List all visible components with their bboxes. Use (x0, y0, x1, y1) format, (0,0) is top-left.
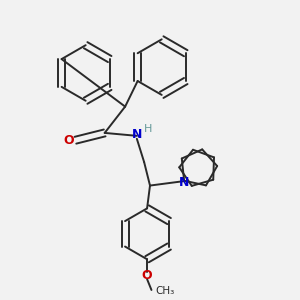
Text: O: O (64, 134, 74, 147)
Text: O: O (142, 269, 152, 282)
Text: N: N (179, 176, 189, 189)
Text: H: H (144, 124, 152, 134)
Text: CH₃: CH₃ (156, 286, 175, 296)
Text: N: N (132, 128, 142, 141)
